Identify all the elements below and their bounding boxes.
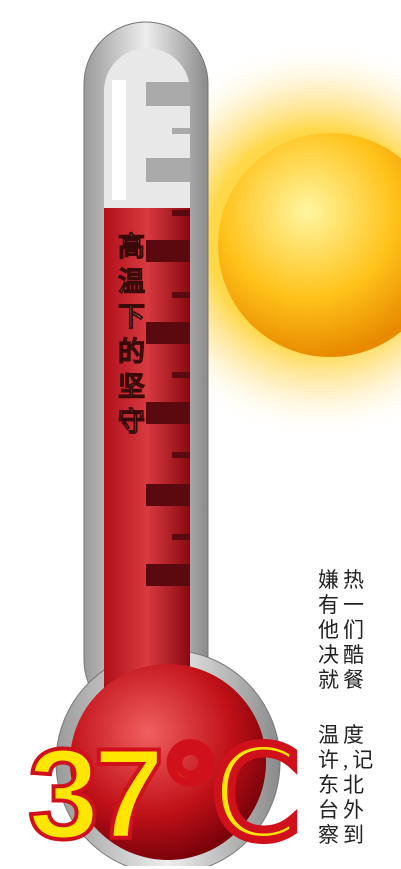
title: 高温下的坚守 [113,232,145,443]
text-line: 许,记 [318,748,378,772]
highlight [112,80,126,200]
text-line: 东北 [318,773,368,797]
text-line: 察到 [318,823,368,847]
text-line: 台外 [318,798,368,822]
text-line: 温度 [318,723,368,747]
text-line: 有一 [318,593,368,617]
text-line: 就餐 [318,668,368,692]
text-line: 他们 [318,618,368,642]
scale [146,210,190,586]
text-line: 嫌热 [318,568,368,592]
scale-top [146,82,190,182]
temperature: 37℃ [26,721,304,868]
bulb [70,664,266,860]
article-text: 嫌热 有一 他们 决酷 就餐温度 许,记 东北 台外 察到 [318,568,401,848]
text-line: 决酷 [318,643,368,667]
sun [218,133,401,357]
